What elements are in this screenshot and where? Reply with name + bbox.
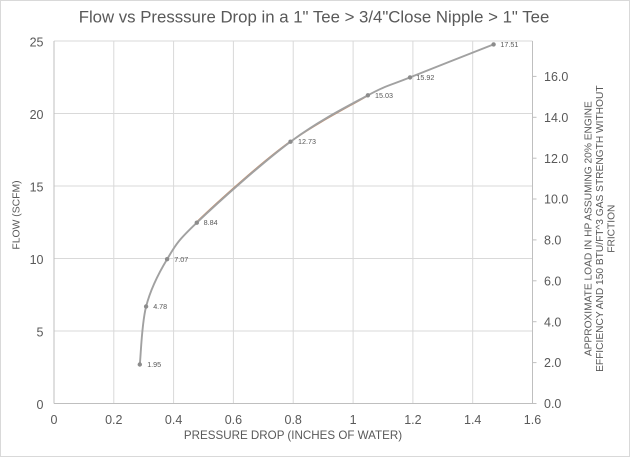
svg-text:PRESSURE DROP (INCHES OF WATER: PRESSURE DROP (INCHES OF WATER): [184, 429, 402, 442]
svg-text:20: 20: [30, 108, 44, 122]
svg-text:2.0: 2.0: [544, 356, 561, 370]
svg-text:0.0: 0.0: [544, 397, 561, 411]
svg-text:1.6: 1.6: [524, 413, 541, 427]
svg-text:FLOW (SCFM): FLOW (SCFM): [12, 180, 23, 249]
svg-text:15.03: 15.03: [375, 91, 393, 100]
svg-text:25: 25: [30, 35, 44, 49]
svg-text:1.95: 1.95: [147, 360, 161, 369]
svg-text:14.0: 14.0: [544, 111, 568, 125]
svg-text:7.07: 7.07: [174, 255, 188, 264]
svg-text:0: 0: [51, 413, 58, 427]
svg-text:1: 1: [350, 413, 357, 427]
svg-text:12.73: 12.73: [298, 137, 316, 146]
svg-text:15.92: 15.92: [416, 73, 434, 82]
svg-text:8.0: 8.0: [544, 234, 561, 248]
svg-text:17.51: 17.51: [500, 40, 518, 49]
svg-text:FRICTION: FRICTION: [607, 205, 618, 253]
svg-text:15: 15: [30, 180, 44, 194]
svg-text:Flow vs Presssure Drop in a 1": Flow vs Presssure Drop in a 1" Tee > 3/4…: [79, 8, 550, 27]
svg-text:0.8: 0.8: [285, 413, 302, 427]
svg-text:0.2: 0.2: [105, 413, 122, 427]
svg-text:5: 5: [37, 325, 44, 339]
svg-text:4.0: 4.0: [544, 315, 561, 329]
svg-text:6.0: 6.0: [544, 274, 561, 288]
svg-text:1.2: 1.2: [404, 413, 421, 427]
svg-text:0.4: 0.4: [165, 413, 182, 427]
svg-text:16.0: 16.0: [544, 70, 568, 84]
svg-text:APPROXIMATE LOAD IN HP ASSUMIN: APPROXIMATE LOAD IN HP ASSUMING 20% ENGI…: [584, 101, 595, 356]
svg-text:10: 10: [30, 253, 44, 267]
svg-text:10.0: 10.0: [544, 193, 568, 207]
svg-text:8.84: 8.84: [204, 218, 218, 227]
svg-text:12.0: 12.0: [544, 152, 568, 166]
svg-text:0.6: 0.6: [225, 413, 242, 427]
svg-text:1.4: 1.4: [464, 413, 481, 427]
svg-text:0: 0: [37, 398, 44, 412]
svg-text:EFFICIENCY AND 150 BTU/FT^3 GA: EFFICIENCY AND 150 BTU/FT^3 GAS STRENGTH…: [595, 85, 606, 371]
svg-text:4.78: 4.78: [153, 302, 167, 311]
